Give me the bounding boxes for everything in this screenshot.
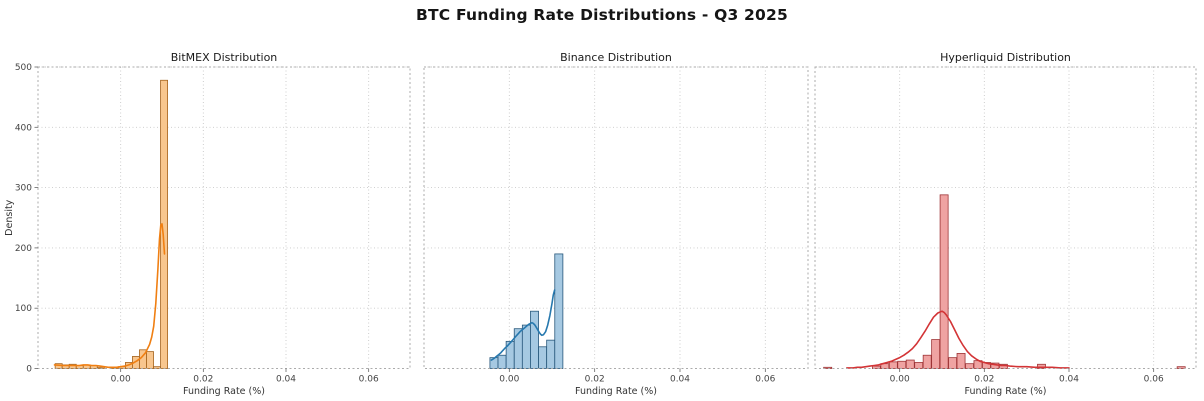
histogram-bar — [521, 324, 531, 369]
panel-binance-distribution: Binance Distribution 0.00 0.02 0.04 0.06 Fund… — [423, 51, 809, 397]
x-axis-label: Funding Rate (%) — [965, 386, 1047, 397]
histogram-bar — [948, 357, 958, 369]
y-tick-label: 0 — [26, 365, 32, 375]
x-tick-label: 0.06 — [1144, 375, 1164, 385]
x-tick-label: 0.00 — [499, 375, 519, 385]
x-tick-label: 0.06 — [755, 375, 775, 385]
x-tick-label: 0.00 — [890, 375, 910, 385]
x-tick-label: 0.04 — [1059, 375, 1079, 385]
kde-curve — [490, 289, 556, 361]
histogram-bar — [871, 365, 881, 369]
x-tick-label: 0.04 — [276, 375, 296, 385]
x-axis-label: Funding Rate (%) — [183, 386, 265, 397]
kde-curve — [846, 310, 1070, 369]
panel-bitmex-distribution: BitMEX Distribution 0.00 0.02 0.04 0.06 Fundi… — [4, 51, 411, 397]
y-tick-label: 500 — [15, 63, 32, 73]
y-tick-label: 400 — [15, 123, 32, 133]
x-tick-label: 0.02 — [193, 375, 213, 385]
x-tick-label: 0.04 — [670, 375, 690, 385]
histogram-bar — [554, 253, 564, 369]
plot-border — [423, 66, 809, 369]
histogram-bar — [146, 351, 154, 369]
subplot-title: BitMEX Distribution — [171, 51, 278, 64]
histogram-bar — [538, 346, 548, 369]
histogram-bar — [823, 366, 833, 369]
histogram-bar — [965, 363, 974, 369]
histogram-bar — [931, 339, 941, 369]
histogram-bar — [546, 339, 556, 369]
x-tick-label: 0.00 — [111, 375, 131, 385]
histogram-bar — [922, 354, 932, 369]
histogram-bar — [897, 360, 907, 369]
plot-border — [814, 66, 1197, 369]
y-tick-label: 100 — [15, 304, 32, 314]
histogram-bar — [956, 353, 966, 369]
histogram-bar — [905, 359, 915, 369]
subplot-title: Hyperliquid Distribution — [940, 51, 1071, 64]
panel-hyperliquid-distribution: Hyperliquid Distribution 0.00 0.02 0.04 0.06… — [814, 51, 1197, 397]
y-tick-label: 300 — [15, 184, 32, 194]
plot-border — [37, 66, 411, 369]
histogram-bar — [1176, 366, 1186, 369]
x-tick-label: 0.06 — [359, 375, 379, 385]
kde-curve — [53, 223, 166, 369]
y-axis-label: Density — [4, 199, 15, 235]
histogram-bar — [939, 194, 949, 369]
subplot-title: Binance Distribution — [560, 51, 672, 64]
x-tick-label: 0.02 — [974, 375, 994, 385]
histogram-bar — [530, 310, 539, 369]
histogram-bar — [497, 354, 507, 369]
x-tick-label: 0.02 — [585, 375, 605, 385]
x-axis-label: Funding Rate (%) — [575, 386, 657, 397]
histogram-bar — [888, 361, 898, 369]
histogram-bar — [914, 362, 924, 369]
chart-title: BTC Funding Rate Distributions - Q3 2025 — [416, 6, 788, 24]
y-tick-label: 200 — [15, 244, 32, 254]
